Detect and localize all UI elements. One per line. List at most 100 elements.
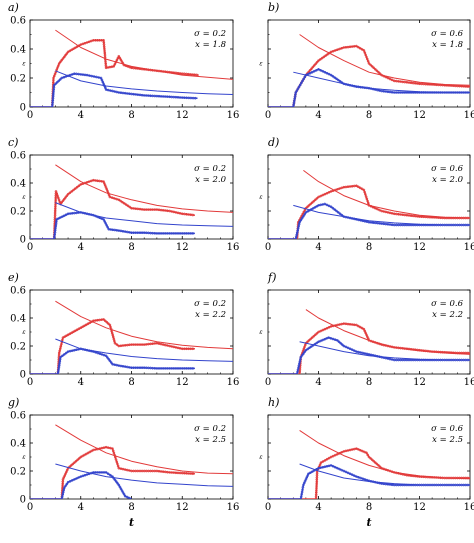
x-tick-label: 8	[128, 110, 134, 121]
y-tick-label: 0.2	[10, 467, 26, 478]
red-data-point	[307, 204, 311, 207]
red-data-point	[310, 67, 313, 71]
panel-label: c)	[8, 136, 18, 149]
x-tick-label: 8	[128, 502, 134, 513]
red-data-point	[68, 191, 72, 195]
blue-smooth-line	[55, 463, 233, 487]
red-data-point	[340, 450, 343, 454]
red-data-point	[340, 46, 343, 50]
red-data-point	[191, 213, 195, 217]
series-group	[30, 424, 233, 499]
x-tick-label: 12	[413, 110, 426, 121]
red-data-point	[65, 194, 69, 198]
red-data-point	[115, 343, 119, 346]
red-data-point	[369, 457, 372, 460]
red-data-point	[312, 64, 316, 67]
red-markers-line	[268, 45, 470, 107]
blue-data-point	[68, 479, 72, 483]
red-data-point	[104, 66, 108, 70]
red-data-point	[324, 54, 328, 57]
red-smooth-line	[305, 309, 470, 355]
red-data-point	[76, 458, 79, 462]
y-axis-label: ε	[259, 329, 262, 336]
red-data-point	[113, 341, 117, 345]
red-data-point	[77, 184, 81, 188]
blue-data-point	[337, 340, 341, 344]
x-tick-label: 8	[128, 377, 134, 388]
blue-data-point	[106, 472, 110, 476]
panel-label: g)	[8, 396, 19, 409]
y-tick-label: 0.6	[10, 16, 26, 27]
blue-data-point	[299, 495, 303, 499]
red-smooth-line	[55, 300, 233, 350]
red-data-point	[358, 46, 362, 50]
blue-data-point	[307, 472, 310, 476]
blue-data-point	[106, 356, 109, 359]
x-tick-label: 4	[78, 502, 84, 513]
panel-label: b)	[268, 1, 279, 14]
x-tick-label: 0	[27, 242, 33, 253]
blue-data-point	[109, 473, 112, 477]
red-data-point	[366, 453, 370, 457]
blue-data-point	[191, 232, 195, 235]
x-tick-label: 12	[176, 110, 189, 121]
blue-smooth-line	[299, 341, 470, 361]
blue-data-point	[340, 343, 344, 346]
y-axis-label: ε	[22, 61, 25, 68]
red-data-point	[191, 347, 195, 351]
red-data-point	[61, 57, 65, 60]
blue-data-point	[296, 87, 300, 90]
red-data-point	[370, 458, 374, 462]
blue-smooth-line	[55, 202, 233, 227]
blue-smooth-line	[299, 463, 470, 486]
blue-data-point	[323, 70, 327, 74]
blue-data-point	[315, 68, 318, 72]
red-data-point	[375, 69, 379, 73]
series-group	[268, 309, 470, 374]
panel-label: f)	[267, 271, 276, 284]
red-data-point	[315, 60, 319, 64]
red-data-point	[306, 205, 309, 209]
blue-data-point	[104, 354, 108, 358]
x-tick-label: 4	[78, 377, 84, 388]
blue-data-point	[336, 339, 339, 342]
series-group	[30, 164, 233, 239]
red-smooth-line	[299, 429, 470, 480]
red-data-point	[77, 457, 81, 460]
red-data-point	[318, 58, 322, 61]
blue-data-point	[62, 486, 66, 490]
red-data-point	[369, 63, 372, 67]
blue-data-point	[302, 352, 305, 356]
red-data-point	[356, 45, 360, 49]
sigma-label: σ = 0.2	[194, 29, 226, 39]
red-data-point	[314, 62, 318, 66]
red-data-point	[312, 199, 316, 203]
y-axis-label: ε	[22, 329, 25, 336]
blue-data-point	[119, 487, 123, 491]
red-data-point	[113, 63, 117, 66]
red-data-point	[373, 461, 377, 464]
blue-data-point	[311, 470, 314, 473]
red-data-point	[108, 195, 112, 199]
red-smooth-line	[55, 29, 233, 80]
red-data-point	[319, 194, 322, 198]
blue-data-point	[193, 96, 197, 100]
x-tick-label: 8	[366, 377, 372, 388]
red-data-point	[60, 58, 64, 62]
panel-a: a) σ = 0.2x = 1.8 0 4 8 12 16 0 0.2 0.4 0.6 ε	[8, 1, 239, 121]
y-tick-label: 0.2	[10, 207, 26, 218]
y-tick-label: 0.4	[10, 179, 26, 190]
blue-data-point	[336, 211, 340, 214]
blue-data-point	[350, 348, 354, 352]
panel-f: f) σ = 0.6x = 2.2 0 4 8 12 16 ε	[259, 271, 474, 388]
x-tick-label: 0	[265, 242, 271, 253]
blue-data-point	[128, 496, 131, 499]
blue-data-point	[321, 69, 325, 73]
x-tick-label: 12	[413, 242, 426, 253]
blue-data-point	[58, 78, 62, 81]
red-data-point	[363, 51, 367, 54]
red-markers-line	[30, 318, 195, 374]
blue-data-point	[302, 214, 305, 218]
blue-data-point	[338, 212, 342, 216]
x-tick-label: 8	[366, 242, 372, 253]
